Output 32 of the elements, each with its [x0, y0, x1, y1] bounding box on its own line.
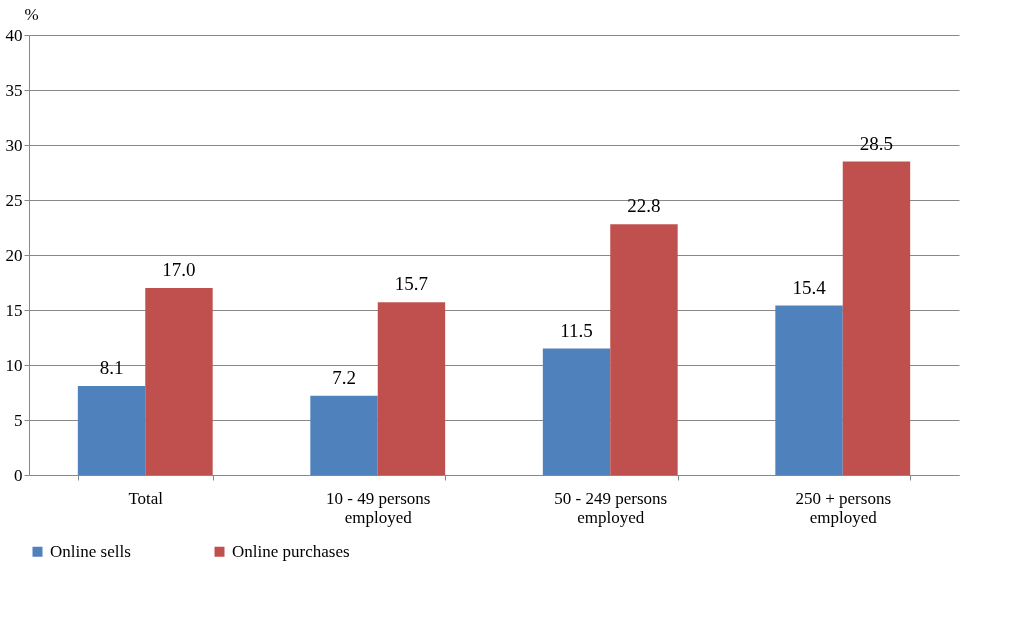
- x-tick-label: 50 - 249 persons employed: [554, 488, 668, 527]
- bar: [610, 224, 678, 475]
- y-tick-label: 40: [5, 25, 23, 45]
- data-label: 15.4: [792, 276, 827, 298]
- y-tick-label: 15: [5, 300, 23, 320]
- bar: [842, 161, 911, 475]
- data-label: 8.1: [99, 356, 124, 378]
- x-tick-label: 250 + persons employed: [795, 488, 892, 527]
- y-tick-label: 25: [5, 190, 23, 210]
- y-tick-label: 5: [14, 410, 23, 430]
- data-label: 17.0: [162, 259, 196, 280]
- legend-label: Online sells: [50, 541, 131, 561]
- data-label: 15.7: [394, 273, 429, 295]
- x-tick-label: Total: [128, 488, 164, 508]
- y-tick-label: 30: [5, 135, 23, 155]
- bar: [77, 385, 146, 475]
- data-label: 28.5: [859, 132, 894, 154]
- y-axis-title: %: [24, 4, 39, 24]
- data-label: 11.5: [560, 319, 593, 341]
- bar: [145, 288, 213, 475]
- bar: [542, 348, 611, 475]
- y-tick-label: 0: [14, 465, 23, 485]
- x-tick-label: 10 - 49 persons employed: [326, 488, 431, 527]
- y-tick-label: 20: [5, 245, 23, 265]
- y-tick-label: 10: [5, 355, 23, 375]
- data-label: 7.2: [332, 366, 356, 388]
- legend-label: Online purchases: [232, 541, 350, 561]
- y-tick-label: 35: [5, 80, 23, 100]
- bar: [775, 305, 843, 475]
- bar: [310, 395, 378, 475]
- bar: [377, 302, 446, 475]
- data-label: 22.8: [627, 195, 661, 217]
